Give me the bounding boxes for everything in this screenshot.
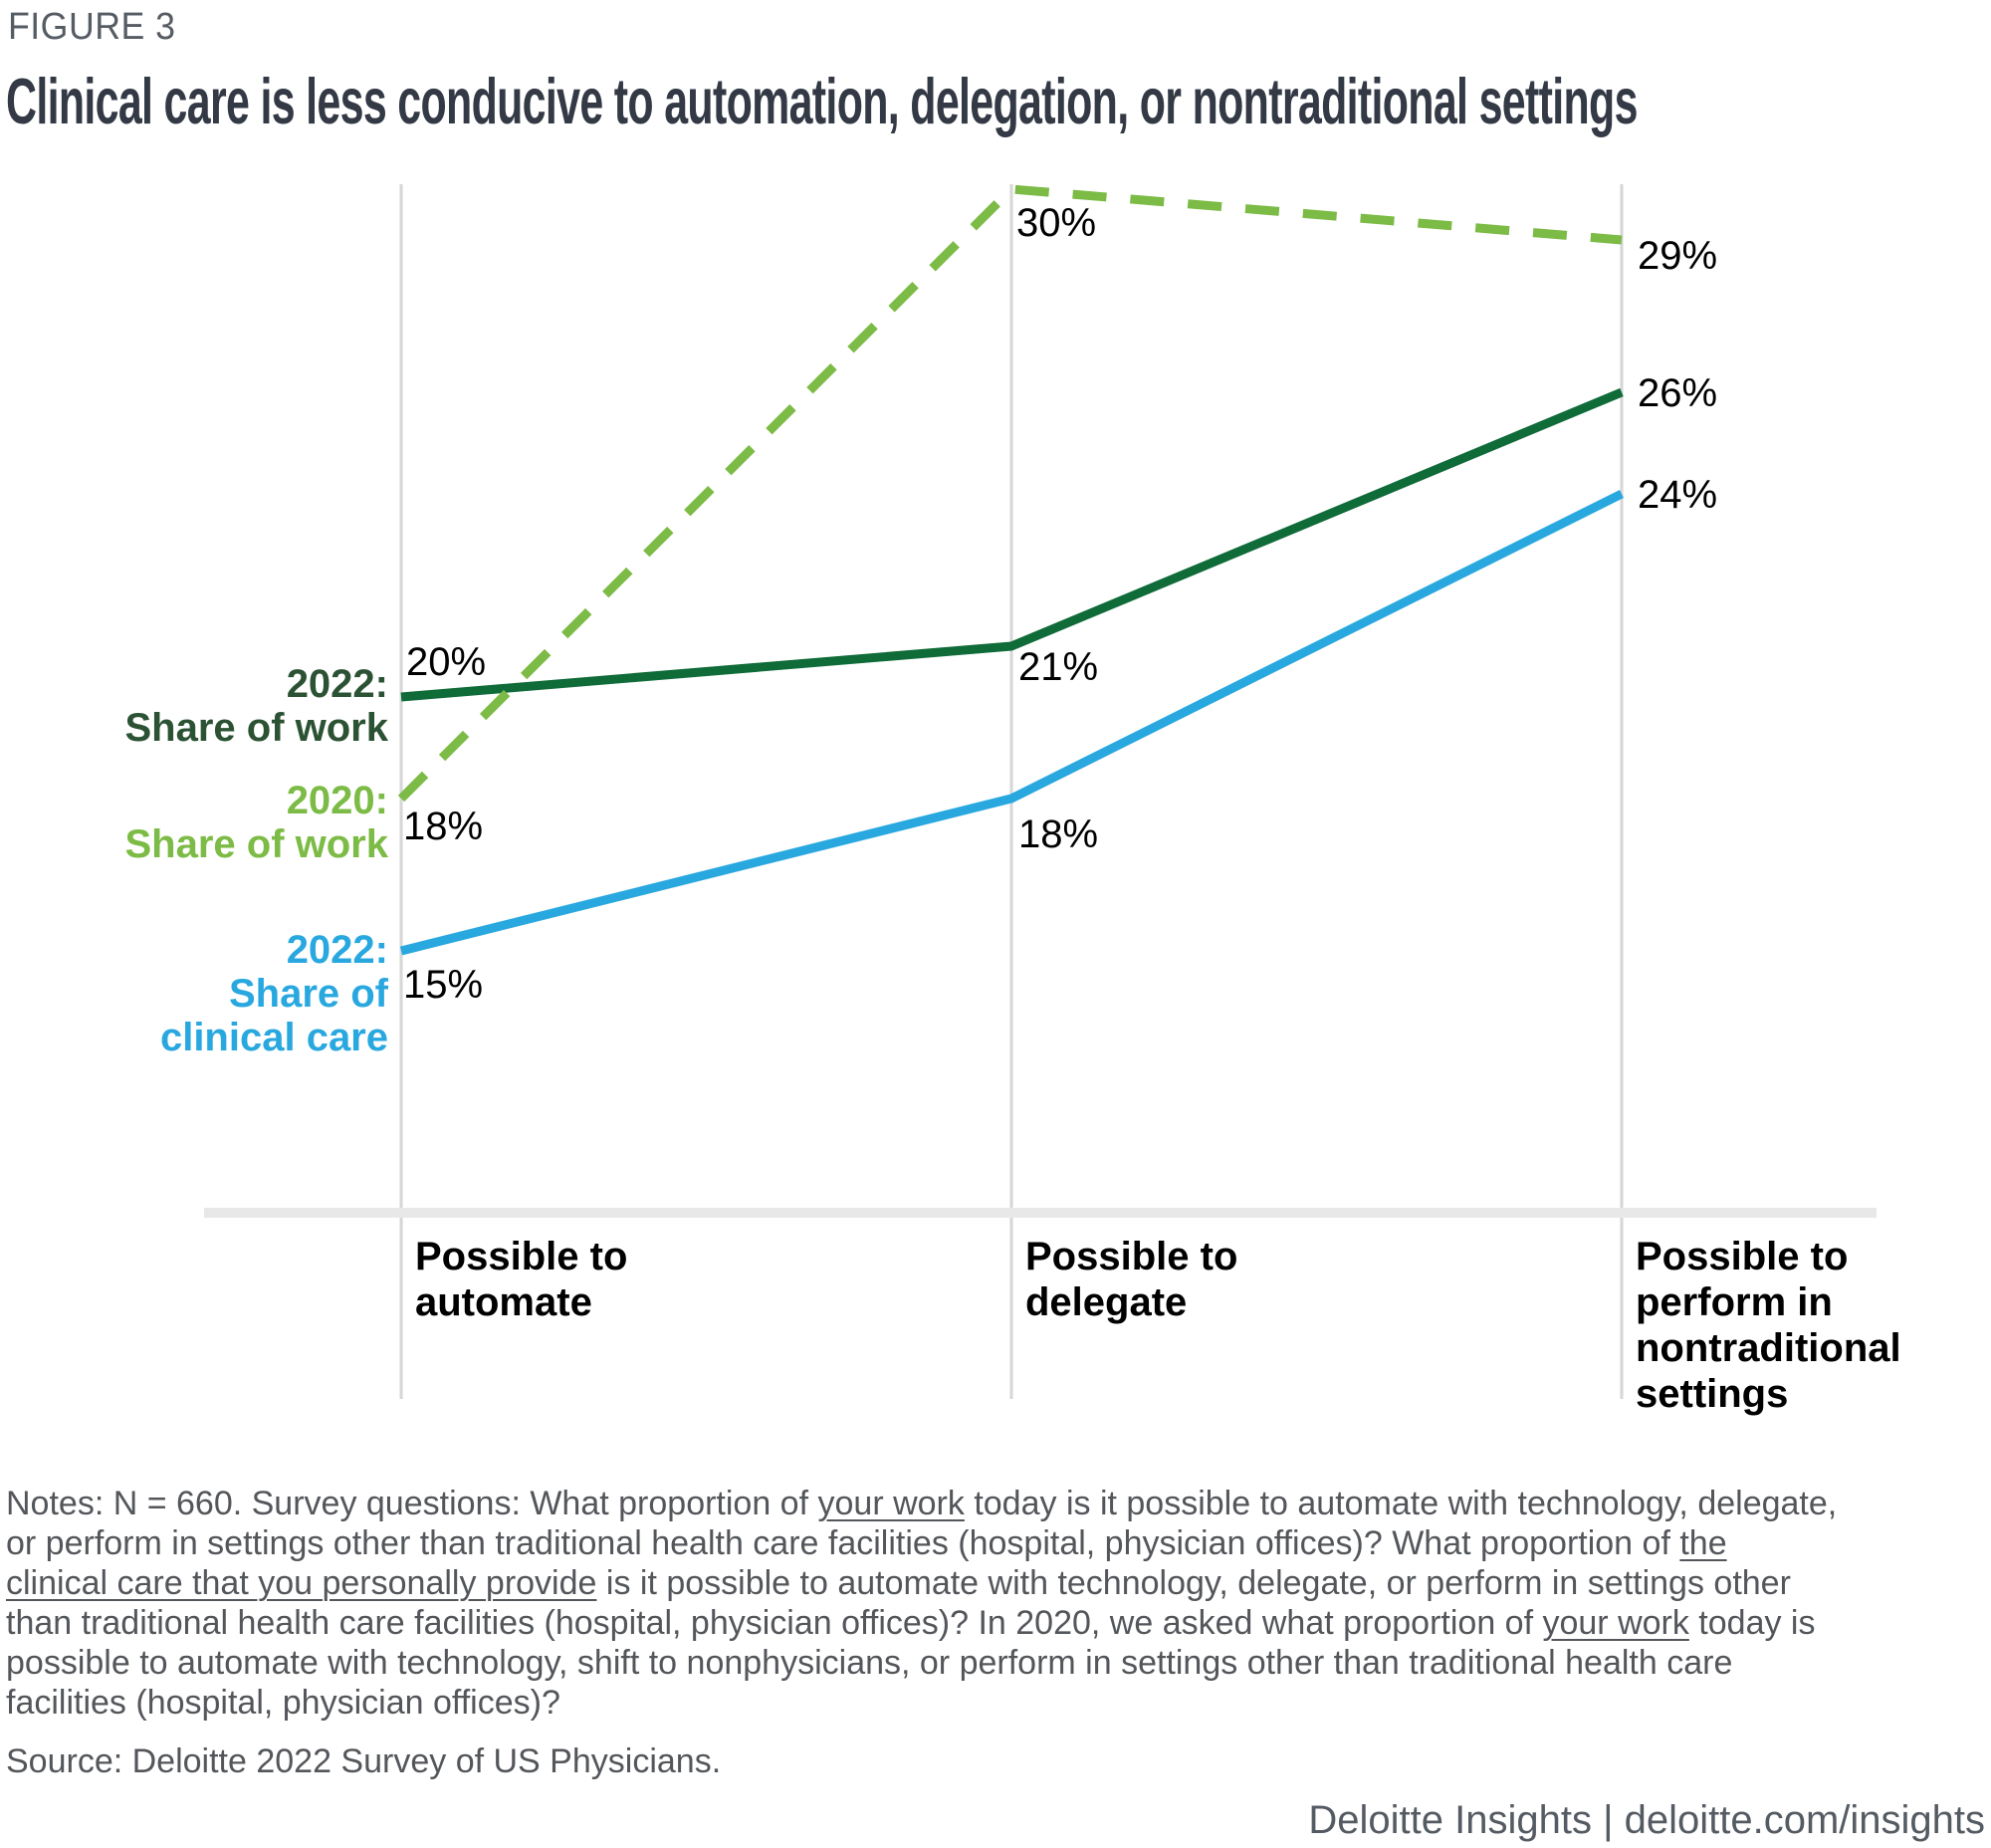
value-label: 18% <box>1018 812 1098 856</box>
category-label-2: perform in <box>1636 1280 1833 1324</box>
series-line-2 <box>399 489 1625 956</box>
legend-label-0: Share of work <box>124 706 388 750</box>
category-label-1: Possible to <box>1025 1235 1237 1278</box>
value-label: 24% <box>1638 473 1717 517</box>
value-label: 21% <box>1018 645 1098 689</box>
footer-credit: Deloitte Insights | deloitte.com/insight… <box>1308 1798 1985 1842</box>
notes-text: possible to automate with technology, sh… <box>6 1644 1733 1682</box>
notes-underlined-phrase: your work <box>1542 1604 1689 1642</box>
notes-line: than traditional health care facilities … <box>6 1603 1987 1643</box>
notes-text: today is it possible to automate with te… <box>964 1485 1838 1522</box>
notes-underlined-phrase: clinical care that you personally provid… <box>6 1564 597 1602</box>
value-label: 29% <box>1638 234 1717 278</box>
value-label: 26% <box>1638 371 1717 415</box>
source-line: Source: Deloitte 2022 Survey of US Physi… <box>6 1742 722 1780</box>
notes-line: clinical care that you personally provid… <box>6 1563 1987 1603</box>
notes-text: or perform in settings other than tradit… <box>6 1524 1680 1562</box>
notes-text: today is <box>1688 1604 1816 1642</box>
notes-line: facilities (hospital, physician offices)… <box>6 1683 1987 1723</box>
value-label: 15% <box>403 963 483 1007</box>
notes-text: Notes: N = 660. Survey questions: What p… <box>6 1485 818 1522</box>
category-label-2: Possible to <box>1636 1235 1848 1278</box>
legend-label-2: clinical care <box>160 1016 388 1059</box>
category-label-0: Possible to <box>415 1235 627 1278</box>
category-label-2: nontraditional <box>1636 1326 1901 1370</box>
category-label-2: settings <box>1636 1372 1788 1416</box>
notes-line: Notes: N = 660. Survey questions: What p… <box>6 1484 1987 1523</box>
figure-title: Clinical care is less conducive to autom… <box>6 65 1638 137</box>
notes-line: possible to automate with technology, sh… <box>6 1643 1987 1683</box>
series-line-1 <box>397 184 1623 803</box>
legend-label-1: 2020: <box>287 779 388 822</box>
series-line-0 <box>400 387 1624 702</box>
notes-line: or perform in settings other than tradit… <box>6 1523 1987 1563</box>
value-label: 20% <box>406 640 486 684</box>
value-label: 18% <box>403 805 483 848</box>
legend-label-1: Share of work <box>124 822 388 866</box>
category-label-1: delegate <box>1025 1280 1187 1324</box>
value-label: 30% <box>1016 201 1096 245</box>
legend-label-0: 2022: <box>287 662 388 706</box>
legend-label-2: 2022: <box>287 928 388 972</box>
legend-label-2: Share of <box>229 972 389 1016</box>
notes-text: facilities (hospital, physician offices)… <box>6 1684 560 1722</box>
notes-underlined-phrase: the <box>1679 1524 1727 1562</box>
figure-label: FIGURE 3 <box>8 6 176 48</box>
notes: Notes: N = 660. Survey questions: What p… <box>6 1484 1987 1723</box>
notes-text: is it possible to automate with technolo… <box>596 1564 1791 1602</box>
notes-underlined-phrase: your work <box>817 1485 965 1522</box>
notes-text: than traditional health care facilities … <box>6 1604 1543 1642</box>
category-label-0: automate <box>415 1280 592 1324</box>
